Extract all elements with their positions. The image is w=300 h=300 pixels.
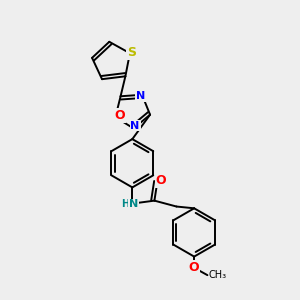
Text: O: O: [156, 174, 166, 188]
Text: H: H: [121, 199, 129, 208]
Text: N: N: [136, 91, 145, 101]
Text: CH₃: CH₃: [209, 270, 227, 280]
Text: O: O: [189, 261, 200, 274]
Text: N: N: [130, 121, 140, 130]
Text: N: N: [129, 200, 138, 209]
Text: S: S: [127, 46, 136, 59]
Text: O: O: [114, 109, 125, 122]
